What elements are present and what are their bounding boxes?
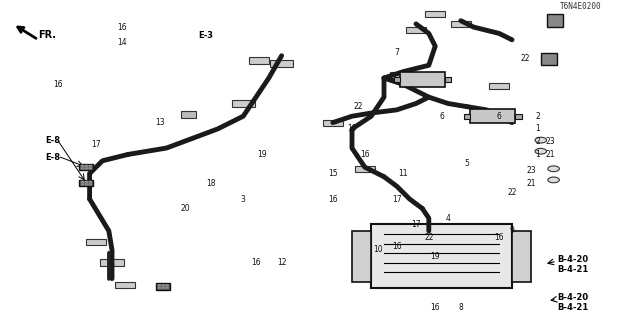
Text: 16: 16 xyxy=(360,150,370,159)
Bar xyxy=(400,72,445,87)
Circle shape xyxy=(535,137,547,143)
Bar xyxy=(394,77,400,82)
Circle shape xyxy=(89,165,92,166)
Bar xyxy=(451,21,471,27)
Text: 7: 7 xyxy=(394,48,399,57)
Circle shape xyxy=(89,184,92,185)
Text: 12: 12 xyxy=(277,258,286,267)
Circle shape xyxy=(162,285,164,286)
Bar xyxy=(86,239,106,245)
Text: 19: 19 xyxy=(430,252,440,261)
Circle shape xyxy=(85,165,88,166)
Text: 17: 17 xyxy=(91,140,101,149)
Text: 1: 1 xyxy=(535,150,540,159)
Text: 2: 2 xyxy=(535,112,540,121)
Text: 1: 1 xyxy=(535,124,540,133)
Text: E-3: E-3 xyxy=(198,30,213,40)
Text: 16: 16 xyxy=(116,23,127,32)
Text: 22: 22 xyxy=(354,102,363,111)
Text: 19: 19 xyxy=(257,150,268,159)
Circle shape xyxy=(535,148,547,154)
Bar xyxy=(390,72,410,78)
Circle shape xyxy=(158,285,161,286)
Text: 4: 4 xyxy=(445,214,451,223)
Bar xyxy=(464,114,470,119)
Text: 11: 11 xyxy=(399,169,408,178)
Circle shape xyxy=(162,287,164,288)
Bar xyxy=(115,282,135,288)
Bar xyxy=(181,111,196,118)
Text: E-8: E-8 xyxy=(45,153,60,162)
Text: 22: 22 xyxy=(520,54,529,63)
Text: 6: 6 xyxy=(497,112,502,121)
Bar xyxy=(515,114,522,119)
Text: 21: 21 xyxy=(527,179,536,188)
Text: 16: 16 xyxy=(328,195,338,204)
Bar xyxy=(489,83,509,89)
Circle shape xyxy=(81,165,84,166)
Circle shape xyxy=(85,181,88,182)
Text: 19: 19 xyxy=(347,124,357,133)
Text: 17: 17 xyxy=(411,220,421,229)
Text: 16: 16 xyxy=(392,242,402,251)
Text: 5: 5 xyxy=(465,159,470,169)
Text: 2: 2 xyxy=(535,137,540,146)
Circle shape xyxy=(85,168,88,169)
Text: 9: 9 xyxy=(509,226,515,235)
Text: 6: 6 xyxy=(439,112,444,121)
Circle shape xyxy=(166,285,168,286)
Bar xyxy=(323,120,343,126)
Circle shape xyxy=(81,181,84,182)
Circle shape xyxy=(548,177,559,183)
Bar xyxy=(445,77,451,82)
Text: 3: 3 xyxy=(241,195,246,204)
Text: 15: 15 xyxy=(328,169,338,178)
Bar xyxy=(156,284,170,290)
Polygon shape xyxy=(541,52,557,65)
Text: 22: 22 xyxy=(508,188,516,197)
Bar xyxy=(406,27,426,33)
Text: FR.: FR. xyxy=(38,30,56,40)
Bar xyxy=(355,166,375,172)
Polygon shape xyxy=(547,14,563,27)
Text: 23: 23 xyxy=(545,137,556,146)
Text: E-8: E-8 xyxy=(45,136,60,145)
Text: 16: 16 xyxy=(52,80,63,89)
Text: 14: 14 xyxy=(116,38,127,47)
Circle shape xyxy=(81,168,84,169)
Text: 16: 16 xyxy=(494,233,504,242)
Bar xyxy=(79,164,93,170)
Text: B-4-20
B-4-21: B-4-20 B-4-21 xyxy=(557,255,588,274)
Text: 16: 16 xyxy=(251,258,261,267)
Polygon shape xyxy=(371,225,512,288)
Text: B-4-20
B-4-21: B-4-20 B-4-21 xyxy=(557,293,588,312)
Circle shape xyxy=(89,168,92,169)
Text: 18: 18 xyxy=(207,179,216,188)
Circle shape xyxy=(158,287,161,288)
Bar xyxy=(79,180,93,186)
Text: 8: 8 xyxy=(458,303,463,312)
Bar xyxy=(232,100,255,107)
Polygon shape xyxy=(512,231,531,282)
Bar xyxy=(470,109,515,124)
Text: 13: 13 xyxy=(155,118,165,127)
Text: T6N4E0200: T6N4E0200 xyxy=(560,2,602,11)
Bar xyxy=(249,58,269,64)
Circle shape xyxy=(166,287,168,288)
Text: 10: 10 xyxy=(372,245,383,254)
Text: 17: 17 xyxy=(392,195,402,204)
Circle shape xyxy=(89,181,92,182)
Circle shape xyxy=(548,166,559,172)
Bar xyxy=(425,11,445,17)
Circle shape xyxy=(85,184,88,185)
Circle shape xyxy=(81,184,84,185)
Bar xyxy=(270,60,293,67)
Bar xyxy=(100,259,124,266)
Text: 21: 21 xyxy=(546,150,555,159)
Text: 22: 22 xyxy=(424,233,433,242)
Text: 16: 16 xyxy=(430,303,440,312)
Text: 20: 20 xyxy=(180,204,191,213)
Text: 23: 23 xyxy=(526,166,536,175)
Polygon shape xyxy=(352,231,371,282)
